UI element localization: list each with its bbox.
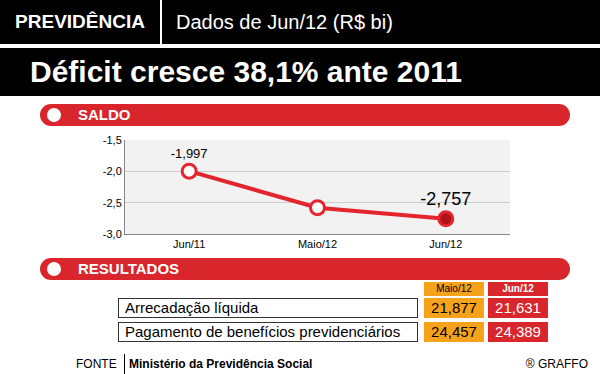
svg-text:-2,0: -2,0 [103, 165, 122, 177]
svg-text:Maio/12: Maio/12 [298, 238, 337, 250]
svg-text:-3,0: -3,0 [103, 228, 122, 240]
html-text:Arrecadação líquida: Arrecadação líquida [125, 299, 259, 316]
html-text:RESULTADOS: RESULTADOS [78, 260, 180, 277]
html-text:24,457: 24,457 [431, 323, 477, 340]
svg-text:Jun/12: Jun/12 [429, 238, 462, 250]
html-text:Ministério da Previdência Soci: Ministério da Previdência Social [129, 357, 313, 371]
html-text:Pagamento de benefícios previd: Pagamento de benefícios previdenciários [125, 323, 401, 340]
svg-text:Jun/11: Jun/11 [173, 238, 205, 250]
html-text:PREVIDÊNCIA: PREVIDÊNCIA [15, 11, 145, 32]
html-text:Maio/12: Maio/12 [436, 283, 472, 294]
html-text:21,631: 21,631 [495, 299, 541, 316]
svg-text:-1,5: -1,5 [103, 134, 122, 146]
html-text:Dados de Jun/12 (R$ bi): Dados de Jun/12 (R$ bi) [176, 11, 393, 33]
svg-text:-2,5: -2,5 [103, 197, 122, 209]
svg-text:-1,997: -1,997 [171, 146, 208, 161]
html-text:® GRAFFO: ® GRAFFO [525, 357, 588, 371]
html-text:FONTE: FONTE [76, 357, 117, 371]
html-text:24,389: 24,389 [495, 323, 541, 340]
svg-text:-2,757: -2,757 [420, 189, 471, 209]
html-text:21,877: 21,877 [431, 299, 477, 316]
html-text:SALDO: SALDO [78, 106, 131, 123]
html-text:Déficit cresce 38,1% ante 2011: Déficit cresce 38,1% ante 2011 [30, 55, 462, 88]
html-text:Jun/12: Jun/12 [502, 283, 534, 294]
